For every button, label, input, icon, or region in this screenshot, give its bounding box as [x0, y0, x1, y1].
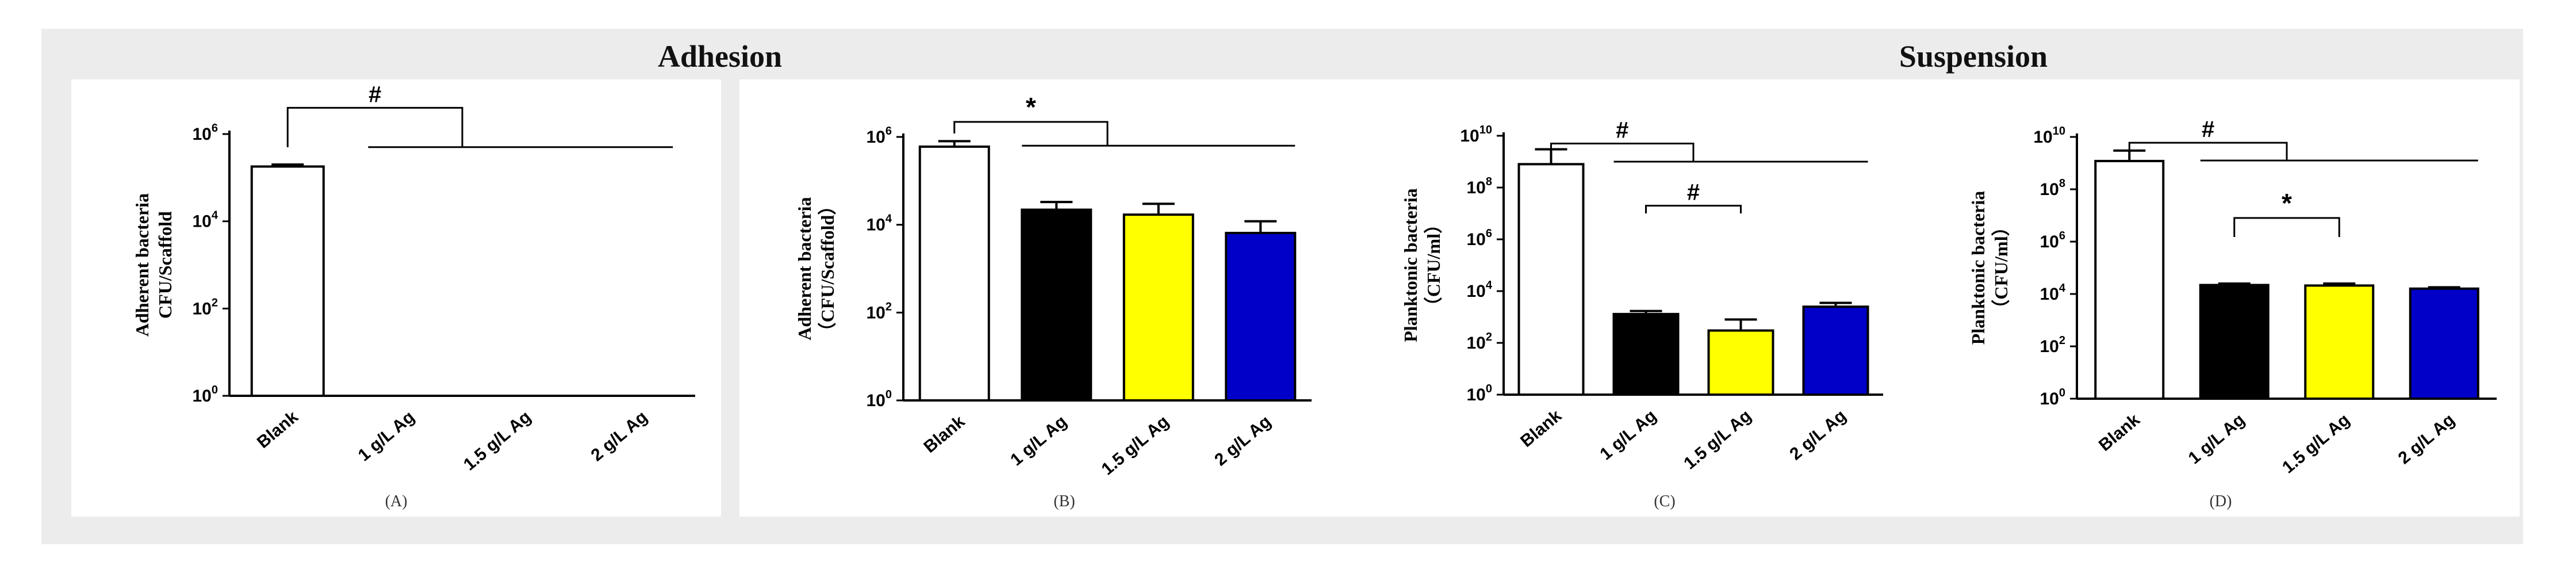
- bar: [918, 145, 990, 402]
- x-tick-label: 1.5 g/L Ag: [1098, 412, 1172, 479]
- y-tick-label: 1010: [2033, 125, 2065, 147]
- significance-bracket: [2128, 142, 2288, 161]
- chart-d: 100 102 104 106 108 1010 Planktonic bacteria （C…: [1968, 117, 2497, 477]
- chart-b: 100 102 104 106 Adherent bacteria （CFU/Scaffo…: [794, 92, 1312, 479]
- group-title-suspension: Suspension: [1899, 39, 2048, 74]
- panel-c: 100 102 104 106 108 1010 Planktonic bacteria （C…: [1340, 79, 1989, 517]
- y-axis-label: Adherent bacteria CFU/Scaffold: [132, 193, 175, 337]
- bar: [2304, 284, 2375, 400]
- x-tick-label: 1.5 g/L Ag: [460, 407, 535, 474]
- x-tick-label: 1 g/L Ag: [1596, 406, 1660, 464]
- y-tick-label: 100: [2040, 387, 2066, 408]
- bar: [250, 165, 325, 398]
- y-tick-label: 102: [1467, 331, 1493, 353]
- significance-symbol: #: [1616, 118, 1628, 143]
- y-tick-label: 106: [193, 122, 218, 144]
- y-tick-label: 100: [193, 384, 218, 406]
- x-tick-label: Blank: [2095, 410, 2144, 455]
- panel-label-c: (C): [1654, 492, 1676, 510]
- y-tick-label: 106: [867, 125, 892, 147]
- y-tick-label: 102: [2040, 334, 2066, 356]
- chart-a: 100 102 104 106 Adherent bacteria CFU/Scaffol…: [132, 82, 695, 474]
- bar: [1802, 305, 1869, 396]
- significance-bracket: [286, 106, 463, 147]
- bar: [1517, 163, 1585, 396]
- y-axis-label: Adherent bacteria （CFU/Scaffold）: [794, 197, 838, 341]
- bar: [1021, 208, 1092, 402]
- y-tick-label: 104: [193, 209, 218, 231]
- significance-symbol: *: [1026, 92, 1036, 122]
- x-tick-label: 2 g/L Ag: [1786, 406, 1850, 464]
- bar: [2094, 159, 2165, 400]
- significance-symbol: #: [1687, 179, 1700, 205]
- y-tick-label: 102: [193, 296, 218, 318]
- y-tick-label: 100: [867, 388, 892, 410]
- panel-d: 100 102 104 106 108 1010 Planktonic bacteria （C…: [1922, 79, 2520, 517]
- x-tick-label: 1 g/L Ag: [355, 407, 419, 465]
- x-tick-label: 2 g/L Ag: [1211, 412, 1275, 469]
- y-tick-label: 104: [867, 213, 892, 235]
- bar: [1707, 329, 1774, 396]
- x-tick-label: 1.5 g/L Ag: [1680, 406, 1755, 473]
- x-tick-label: Blank: [254, 407, 302, 452]
- panel-b: 100 102 104 106 Adherent bacteria （CFU/Scaffo…: [739, 79, 1389, 517]
- y-tick-label: 102: [867, 300, 892, 322]
- panel-a: 100 102 104 106 Adherent bacteria CFU/Scaffol…: [71, 79, 721, 517]
- chart-c: 100 102 104 106 108 1010 Planktonic bacteria （C…: [1400, 118, 1883, 473]
- significance-symbol: #: [369, 82, 381, 107]
- bar: [2409, 287, 2479, 400]
- y-tick-label: 104: [1467, 279, 1493, 301]
- significance-bracket: [953, 121, 1109, 146]
- y-axis-label: Planktonic bacteria （CFU/ml）: [1400, 188, 1444, 342]
- panel-label-a: (A): [385, 492, 408, 510]
- bar: [2199, 284, 2270, 400]
- y-tick-label: 108: [2040, 177, 2066, 199]
- x-tick-label: 1 g/L Ag: [1007, 412, 1071, 469]
- significance-bracket: [1645, 204, 1742, 213]
- bar: [1122, 213, 1194, 402]
- panel-label-b: (B): [1053, 492, 1075, 510]
- y-tick-label: 108: [1467, 175, 1493, 197]
- significance-bracket: [1550, 143, 1695, 162]
- y-tick-label: 106: [1467, 227, 1493, 249]
- significance-symbol: #: [2202, 117, 2214, 142]
- y-tick-label: 106: [2040, 230, 2066, 251]
- x-tick-label: Blank: [920, 412, 968, 457]
- x-tick-label: 1.5 g/L Ag: [2279, 410, 2353, 477]
- x-tick-label: 2 g/L Ag: [588, 407, 651, 465]
- y-axis-label: Planktonic bacteria （CFU/ml）: [1968, 191, 2011, 345]
- x-tick-label: Blank: [1517, 406, 1565, 451]
- bar: [1612, 312, 1680, 396]
- significance-symbol: *: [2282, 188, 2292, 218]
- bar: [1225, 231, 1297, 402]
- y-tick-label: 104: [2040, 282, 2066, 304]
- x-tick-label: 1 g/L Ag: [2185, 410, 2249, 468]
- x-tick-label: 2 g/L Ag: [2395, 410, 2459, 468]
- significance-bracket: [2233, 217, 2340, 237]
- y-tick-label: 1010: [1460, 124, 1492, 146]
- panel-label-d: (D): [2209, 492, 2232, 510]
- y-tick-label: 100: [1467, 383, 1493, 404]
- figure-background: Adhesion Suspension 100 102 104 106 Adherent…: [41, 29, 2523, 544]
- group-title-adhesion: Adhesion: [657, 39, 783, 74]
